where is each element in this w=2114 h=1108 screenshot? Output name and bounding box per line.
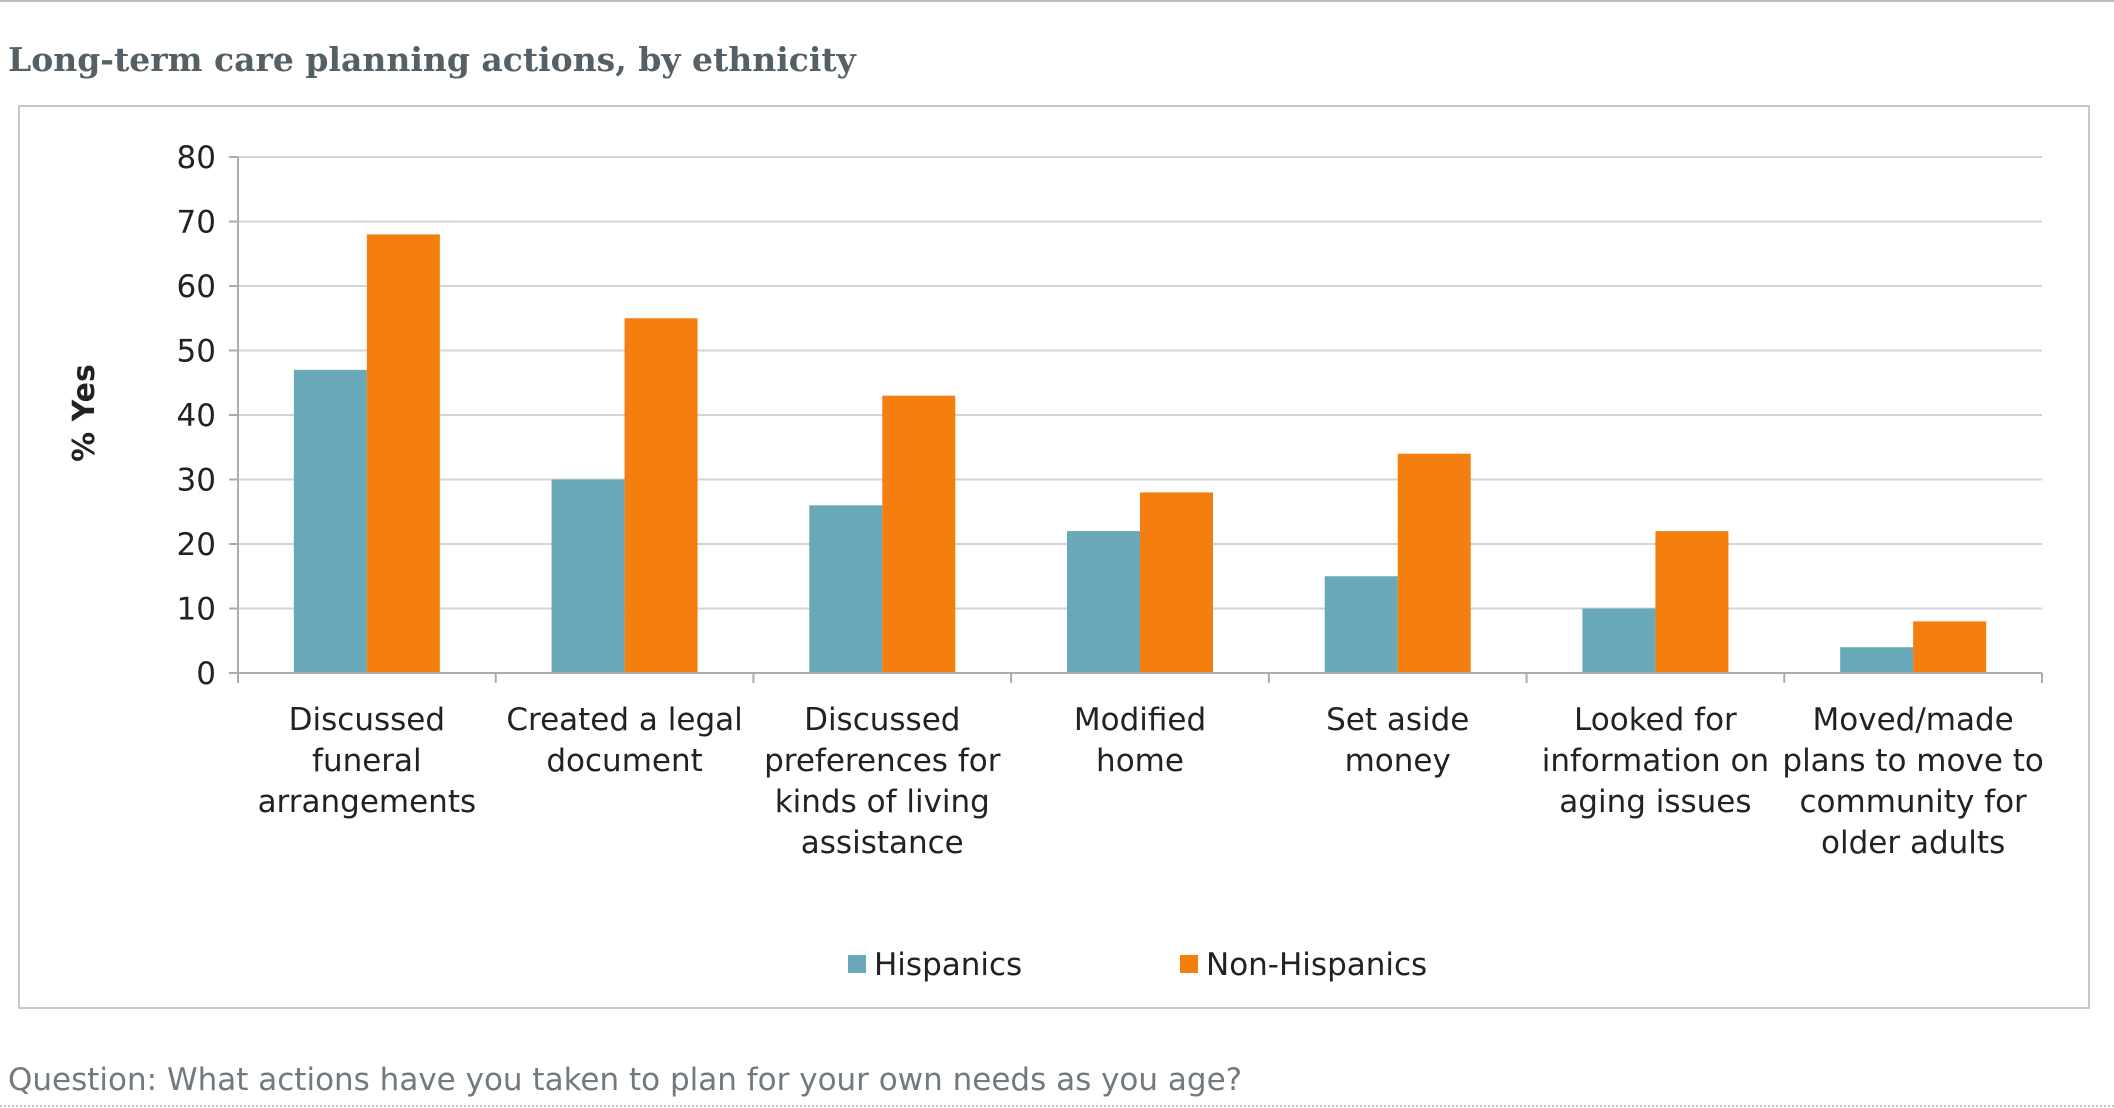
bar-hispanics-6	[1840, 647, 1914, 673]
legend-label-non-hispanics: Non-Hispanics	[1206, 947, 1427, 983]
bar-chart: 0 10 20 30 40 50 60 70 80 % Yes Discussed funeral ar…	[67, 140, 2044, 983]
survey-question: Question: What actions have you taken to…	[8, 1062, 1243, 1098]
bar-non-hispanics-0	[366, 234, 440, 673]
x-category-label-line: assistance	[801, 825, 964, 861]
x-category-label-5: Looked for information on aging issues	[1542, 702, 1769, 820]
x-category-label-0: Discussed funeral arrangements	[258, 702, 477, 820]
x-category-label-line: information on	[1542, 743, 1769, 779]
y-tick-label: 30	[177, 463, 216, 499]
x-category-label-line: document	[546, 743, 702, 779]
bar-non-hispanics-5	[1655, 531, 1729, 673]
x-category-label-line: home	[1096, 743, 1184, 779]
x-category-label-line: kinds of living	[775, 784, 990, 820]
y-tick-label: 0	[196, 656, 216, 692]
bar-hispanics-4	[1324, 576, 1398, 673]
x-category-label-line: money	[1345, 743, 1451, 779]
chart-title: Long-term care planning actions, by ethn…	[8, 40, 856, 79]
y-tick-label: 70	[177, 205, 216, 241]
legend-swatch-hispanics	[848, 955, 866, 973]
y-tick-label: 60	[177, 269, 216, 305]
y-tick-label: 10	[177, 592, 216, 628]
x-category-label-1: Created a legal document	[506, 702, 742, 779]
bottom-rule	[0, 1105, 2114, 1107]
bar-non-hispanics-2	[882, 395, 956, 673]
bar-non-hispanics-6	[1913, 621, 1987, 673]
x-category-label-line: Looked for	[1574, 702, 1737, 738]
x-category-label-line: Moved/made	[1813, 702, 2014, 738]
x-category-label-line: older adults	[1821, 825, 2005, 861]
x-category-label-3: Modified home	[1074, 702, 1206, 779]
y-tick-label: 40	[177, 398, 216, 434]
bar-non-hispanics-3	[1140, 492, 1213, 673]
x-category-label-2: Discussed preferences for kinds of living a…	[764, 702, 1001, 861]
bar-hispanics-1	[551, 479, 625, 673]
bar-non-hispanics-4	[1397, 453, 1471, 673]
y-tick-label: 80	[177, 140, 216, 176]
x-category-label-6: Moved/made plans to move to community for o…	[1782, 702, 2043, 861]
x-category-label-line: preferences for	[764, 743, 1001, 779]
x-category-label-line: arrangements	[258, 784, 477, 820]
x-category-label-line: community for	[1799, 784, 2027, 820]
x-category-label-line: Discussed	[289, 702, 445, 738]
y-axis-label: % Yes	[67, 364, 102, 462]
bar-hispanics-5	[1582, 608, 1656, 673]
x-category-label-line: Created a legal	[506, 702, 742, 738]
y-tick-label: 50	[177, 334, 216, 370]
chart-frame	[18, 105, 2090, 1009]
legend-label-hispanics: Hispanics	[874, 947, 1022, 983]
x-category-label-line: Set aside	[1326, 702, 1469, 738]
x-category-label-line: Discussed	[804, 702, 960, 738]
bar-hispanics-2	[809, 505, 883, 673]
x-category-label-line: Modified	[1074, 702, 1206, 738]
x-category-label-line: aging issues	[1559, 784, 1751, 820]
x-category-label-4: Set aside money	[1326, 702, 1469, 779]
y-tick-label: 20	[177, 527, 216, 563]
x-category-label-line: funeral	[312, 743, 422, 779]
top-rule	[0, 0, 2114, 2]
bar-hispanics-3	[1067, 531, 1140, 673]
bar-hispanics-0	[293, 369, 367, 673]
legend-swatch-non-hispanics	[1180, 955, 1198, 973]
x-category-label-line: plans to move to	[1782, 743, 2043, 779]
bar-non-hispanics-1	[624, 318, 698, 673]
